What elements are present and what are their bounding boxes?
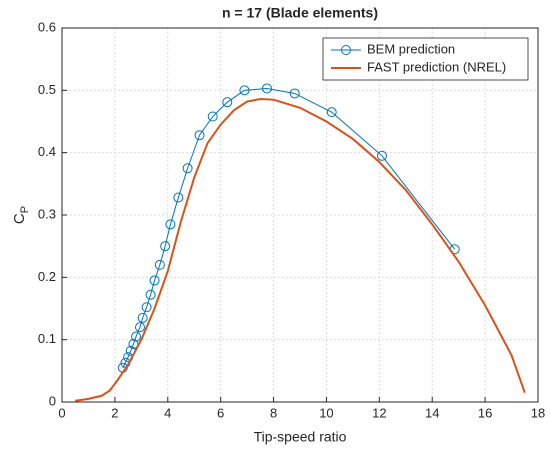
series-line [122,87,456,368]
x-axis-label: Tip-speed ratio [254,429,347,445]
x-tick-label: 4 [164,405,171,420]
x-tick-label: 12 [372,405,386,420]
x-tick-label: 10 [319,405,333,420]
y-axis-label-sub: P [19,206,31,213]
x-tick-label: 2 [111,405,118,420]
data-point [222,97,233,108]
legend-label: FAST prediction (NREL) [367,59,506,74]
data-point [149,275,160,286]
x-tick-label: 6 [217,405,224,420]
chart-title: n = 17 (Blade elements) [222,5,378,21]
data-point [173,192,184,203]
data-point [137,312,148,323]
y-axis-label-main: C [11,213,28,224]
y-tick-label: 0.4 [38,144,56,159]
data-point [289,88,300,99]
y-tick-label: 0.2 [38,269,56,284]
data-point [154,259,165,270]
data-point [131,331,142,342]
x-tick-label: 14 [425,405,439,420]
data-point [326,107,337,118]
y-tick-label: 0.6 [38,19,56,34]
y-tick-label: 0.3 [38,206,56,221]
series-line [75,98,526,402]
data-point [239,85,250,96]
legend-marker [341,45,351,55]
x-tick-label: 16 [478,405,492,420]
plot-frame [61,27,539,403]
x-tick-label: 18 [531,405,545,420]
x-tick-label: 0 [58,405,65,420]
data-point [261,83,272,94]
data-point [376,150,387,161]
data-point [207,111,218,122]
data-point [165,219,176,230]
y-axis-label: CP [11,206,31,224]
data-point [182,163,193,174]
data-point [141,302,152,313]
data-point [135,322,146,333]
data-point [160,241,171,252]
y-tick-label: 0.1 [38,331,56,346]
y-tick-label: 0 [49,393,56,408]
legend-box [322,37,529,81]
data-point [194,130,205,141]
x-tick-label: 8 [270,405,277,420]
y-tick-label: 0.5 [38,82,56,97]
legend-label: BEM prediction [367,41,455,56]
data-point [145,289,156,300]
